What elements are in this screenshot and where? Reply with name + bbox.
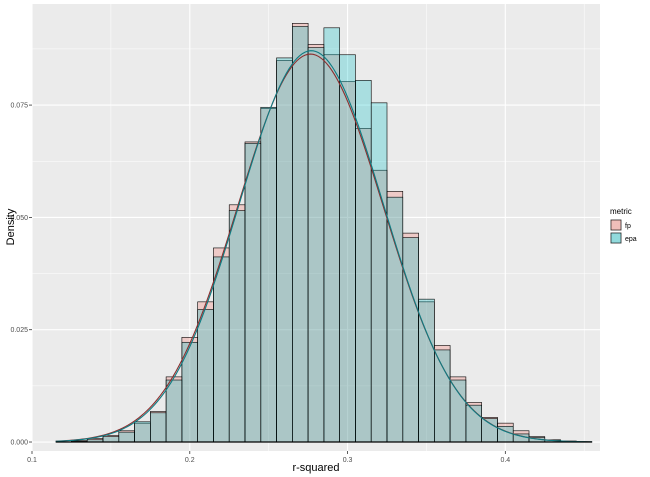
epa-bar <box>370 102 388 443</box>
epa-bar <box>481 418 498 443</box>
legend-title: metric <box>610 207 632 216</box>
epa-bar <box>165 379 183 443</box>
epa-bar <box>244 142 262 443</box>
y-tick-label: 0.050 <box>10 215 28 222</box>
x-tick-label: 0.3 <box>343 457 353 464</box>
epa-bar <box>355 80 372 443</box>
epa-bar <box>134 421 151 443</box>
y-axis-ticks: 0.000 0.025 0.050 0.075 <box>10 103 32 447</box>
legend: metric fp epa <box>610 207 637 244</box>
y-axis-title: Density <box>5 208 17 245</box>
epa-bar <box>292 26 309 443</box>
legend-label-epa: epa <box>625 236 637 243</box>
epa-bar <box>118 431 135 443</box>
epa-density-curve <box>55 50 593 443</box>
x-tick-label: 0.1 <box>27 457 37 464</box>
legend-key-epa <box>610 232 622 244</box>
epa-bar <box>339 54 356 443</box>
x-tick-label: 0.2 <box>185 457 195 464</box>
epa-bar <box>434 349 451 443</box>
legend-item-fp: fp <box>610 219 631 231</box>
epa-bar <box>449 379 467 443</box>
epa-bar <box>102 436 120 443</box>
y-tick-label: 0.000 <box>10 440 28 447</box>
y-tick-label: 0.075 <box>10 103 28 110</box>
x-axis-ticks: 0.1 0.2 0.3 0.4 <box>27 451 510 464</box>
legend-swatch-epa <box>610 232 622 244</box>
x-axis-title: r-squared <box>292 462 339 474</box>
epa-bar <box>402 237 419 443</box>
epa-bar <box>307 47 325 443</box>
x-tick-label: 0.4 <box>500 457 510 464</box>
legend-label-fp: fp <box>625 223 631 230</box>
legend-item-epa: epa <box>610 232 637 244</box>
epa-bar <box>260 107 277 443</box>
epa-bar <box>150 412 167 443</box>
legend-key-fp <box>610 219 622 231</box>
density-curves <box>55 50 593 443</box>
epa-bar <box>386 196 404 443</box>
epa-bar <box>323 27 340 443</box>
y-tick-label: 0.025 <box>10 327 28 334</box>
epa-bar <box>418 298 435 443</box>
epa-bar <box>276 57 293 443</box>
epa-bar <box>197 309 214 443</box>
epa-bar <box>228 210 246 443</box>
epa-bar <box>213 256 230 443</box>
epa-bar <box>181 341 198 443</box>
legend-swatch-fp <box>610 219 622 231</box>
